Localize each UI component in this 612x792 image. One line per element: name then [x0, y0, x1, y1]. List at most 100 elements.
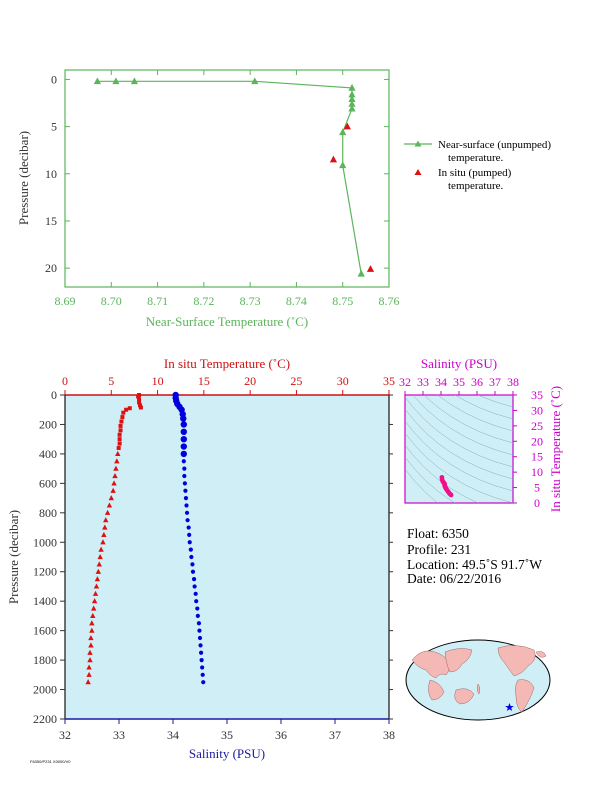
salinity-point	[191, 576, 197, 582]
temperature-point	[111, 480, 117, 486]
ts-y-tick-label: 30	[531, 403, 543, 417]
pressure-tick-label: 2200	[33, 712, 57, 726]
salinity-point	[186, 525, 191, 530]
ts-x-tick-label: 32	[399, 375, 411, 389]
pressure-tick-label: 1400	[33, 594, 57, 608]
temperature-point	[120, 415, 125, 420]
density-contour	[405, 313, 513, 383]
world-map	[405, 639, 551, 721]
location: Location: 49.5˚S 91.7˚W	[407, 557, 542, 572]
salinity-point	[199, 657, 204, 663]
salinity-point	[183, 488, 188, 493]
salinity-point	[187, 540, 192, 545]
salinity-point	[190, 562, 195, 567]
in-situ-point	[343, 122, 351, 130]
map-africa-east	[428, 679, 445, 701]
ts-point	[448, 492, 454, 498]
temperature-point	[118, 423, 123, 428]
salinity-point	[196, 621, 202, 626]
density-contour	[405, 289, 513, 359]
map-greenland	[535, 651, 547, 658]
map-east-asia	[444, 648, 473, 673]
profile-series	[85, 391, 206, 685]
pressure-tick-label: 1800	[33, 653, 57, 667]
ts-x-tick-label: 37	[489, 375, 501, 389]
density-contour	[405, 420, 513, 492]
temperature-point	[90, 605, 97, 611]
temperature-point	[98, 546, 104, 552]
ts-y-tick-label: 10	[531, 465, 543, 479]
near-surface-point	[348, 90, 356, 98]
near-surface-x-tick-label: 8.71	[147, 294, 168, 308]
salinity-point	[180, 415, 187, 422]
temperature-point	[137, 397, 142, 402]
density-contour	[423, 395, 513, 444]
salinity-point	[180, 435, 187, 443]
temperature-point	[88, 642, 94, 648]
map-new-zealand	[477, 683, 480, 695]
temperature-point	[90, 612, 96, 619]
profile-plot: 0 5 10 15 20 25 30 35 32 33 34 35 36 37 38 0 200 400 600 80…	[6, 356, 395, 761]
near-surface-series	[93, 77, 375, 277]
pressure-tick-label: 800	[39, 506, 57, 520]
near-surface-x-tick-label: 8.72	[193, 294, 214, 308]
temperature-tick-label: 30	[337, 374, 349, 388]
salinity-point	[185, 518, 190, 523]
ts-inset-frame	[404, 394, 514, 504]
density-contour	[412, 395, 513, 456]
temperature-point	[137, 403, 142, 408]
in-situ-point	[366, 265, 375, 272]
salinity-point	[183, 495, 189, 501]
salinity-point	[180, 450, 187, 458]
temperature-point	[138, 405, 143, 410]
salinity-point	[197, 628, 202, 633]
temperature-point	[137, 400, 142, 405]
map-continents	[411, 645, 547, 713]
pressure-tick-label: 1200	[33, 565, 57, 579]
temperature-point	[113, 465, 119, 471]
near-surface-point	[348, 95, 356, 103]
temperature-point	[116, 446, 121, 451]
near-surface-point	[339, 128, 347, 136]
temperature-tick-label: 0	[62, 374, 68, 388]
temperature-point	[85, 679, 91, 685]
in-situ-point	[329, 155, 338, 163]
temperature-point	[95, 568, 102, 574]
temperature-tick-label: 5	[108, 374, 114, 388]
salinity-point	[200, 672, 205, 677]
date: Date: 06/22/2016	[407, 571, 501, 586]
temperature-point	[89, 620, 95, 626]
temperature-tick-label: 25	[290, 374, 302, 388]
salinity-tick-label: 38	[383, 728, 395, 742]
ts-y-label: In situ Temperature (˚C)	[548, 386, 563, 512]
temperature-tick-label: 15	[198, 374, 210, 388]
pressure-tick-label: 1000	[33, 535, 57, 549]
ts-x-tick-label: 33	[417, 375, 429, 389]
near-surface-x-tick-label: 8.73	[240, 294, 261, 308]
salinity-tick-label: 37	[329, 728, 341, 742]
footer-code: F6350/P231 X0000/V0	[30, 759, 71, 764]
profile-y-label: Pressure (decibar)	[6, 510, 21, 604]
temperature-point	[92, 590, 99, 596]
salinity-point	[197, 635, 203, 641]
pressure-tick-label: 200	[39, 417, 57, 431]
temperature-point	[93, 583, 100, 589]
near-surface-point	[251, 77, 259, 85]
temperature-point	[114, 458, 120, 464]
salinity-point	[181, 459, 186, 464]
legend-red-triangle	[414, 169, 422, 175]
profile-bottom-label: Salinity (PSU)	[189, 746, 265, 761]
near-surface-plot: 8.69 8.70 8.71 8.72 8.73 8.74 8.75 8.76 0 5 10 15 20…	[16, 69, 400, 329]
float-id: Float: 6350	[407, 526, 469, 541]
ts-density-contours	[405, 289, 513, 503]
near-surface-y-tick-label: 20	[45, 261, 57, 275]
temperature-point	[88, 635, 94, 641]
salinity-point	[182, 466, 187, 471]
pressure-tick-label: 2000	[33, 683, 57, 697]
near-surface-legend: Near-surface (unpumped) temperature. In …	[404, 139, 551, 192]
map-south-america	[515, 679, 535, 713]
near-surface-x-tick-label: 8.74	[286, 294, 307, 308]
density-contour	[454, 395, 513, 420]
salinity-point	[180, 428, 187, 436]
